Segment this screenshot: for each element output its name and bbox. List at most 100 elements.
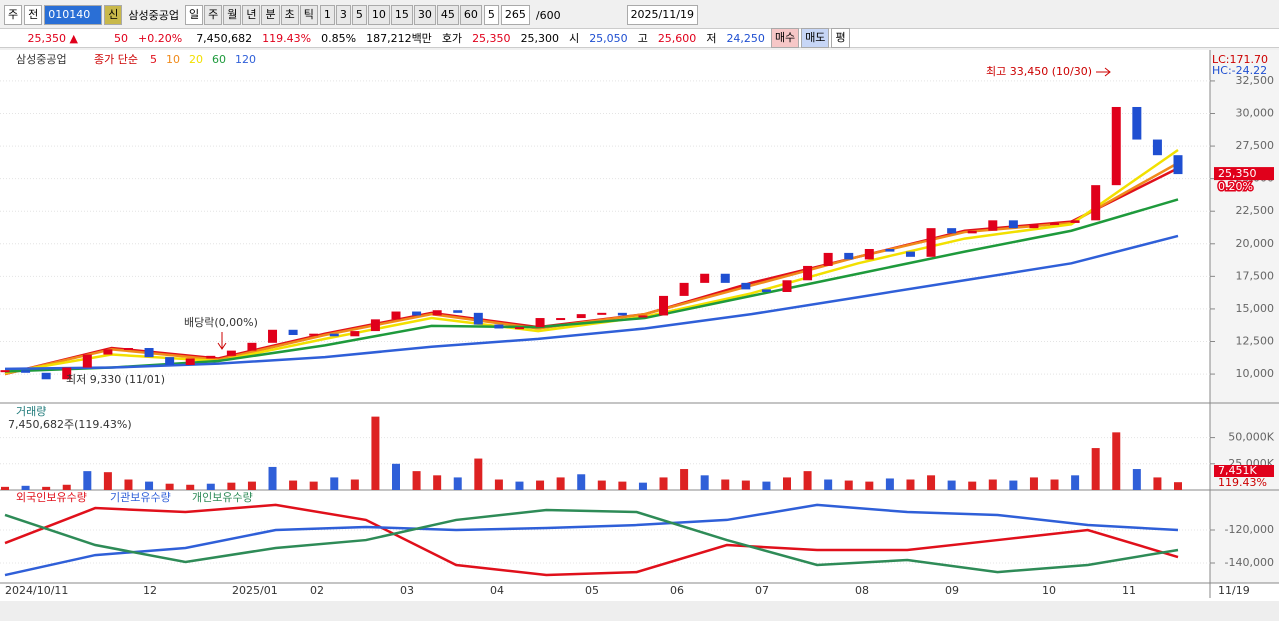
- tag[interactable]: 신: [104, 5, 123, 25]
- candle: [700, 273, 710, 283]
- legend-title: 종가 단순: [94, 53, 138, 66]
- interval[interactable]: 월: [223, 5, 242, 25]
- vol-rate: 119.43%: [1218, 476, 1267, 489]
- sell[interactable]: 매도: [801, 28, 830, 48]
- candle: [1029, 224, 1039, 229]
- minute[interactable]: 1: [319, 5, 335, 25]
- volume-bar: [206, 483, 215, 490]
- candle: [638, 315, 648, 318]
- line: [4, 508, 1179, 574]
- volume-bar: [1153, 477, 1162, 490]
- minute[interactable]: 45: [436, 5, 459, 25]
- bars[interactable]: 265: [500, 5, 530, 25]
- annotation: 배당락(0,00%): [184, 316, 258, 329]
- panel-subtitle: 7,450,682주(119.43%): [8, 418, 132, 431]
- volume-bar: [453, 477, 462, 490]
- date[interactable]: 2025/11/19: [626, 5, 698, 25]
- line: [4, 198, 1179, 373]
- avg[interactable]: 평: [831, 28, 850, 48]
- legend-entry: 5: [150, 53, 157, 66]
- y-tick-label: 10,000: [1236, 367, 1275, 380]
- volume-bar: [906, 479, 915, 490]
- arrow: [217, 332, 227, 350]
- candle: [967, 230, 977, 234]
- volume-bar: [680, 469, 689, 490]
- volume-bar: [371, 416, 380, 490]
- volume-bar: [103, 472, 112, 490]
- annotation: 최저 9,330 (11/01): [66, 373, 165, 386]
- vol-rate: 119.43%: [262, 31, 312, 45]
- candle: [535, 318, 545, 328]
- volume-bar: [1029, 477, 1038, 490]
- minute[interactable]: 60: [459, 5, 482, 25]
- candle: [1070, 220, 1080, 223]
- scrollbar[interactable]: [0, 601, 1279, 621]
- y-tick-label: 12,500: [1236, 335, 1275, 348]
- candle: [21, 370, 31, 373]
- open-label: 시: [569, 32, 580, 45]
- minute[interactable]: 15: [390, 5, 413, 25]
- code[interactable]: 010140: [44, 5, 103, 25]
- volume-bar: [762, 481, 771, 490]
- vol-label: 7,451K: [1218, 464, 1257, 477]
- prev[interactable]: 전: [24, 5, 43, 25]
- volume-bar: [227, 482, 236, 490]
- candle: [679, 282, 689, 296]
- count[interactable]: 5: [483, 5, 499, 25]
- candle: [1111, 106, 1121, 186]
- high-label: 고: [637, 32, 648, 45]
- candle: [514, 327, 524, 330]
- volume-bar: [1132, 469, 1141, 490]
- interval[interactable]: 주: [204, 5, 223, 25]
- volume-bar: [700, 475, 709, 490]
- high: 25,600: [657, 31, 697, 45]
- candle: [1173, 155, 1183, 175]
- x-tick-label: 2024/10/11: [5, 584, 68, 597]
- interval[interactable]: 틱: [299, 5, 318, 25]
- y-tick-label: 22,500: [1236, 204, 1275, 217]
- panel-title: 거래량: [16, 405, 46, 418]
- x-tick-label: 12: [143, 584, 157, 597]
- interval[interactable]: 일: [184, 5, 204, 25]
- minute[interactable]: 10: [367, 5, 390, 25]
- candle: [206, 355, 216, 359]
- price-label: 25,350: [1218, 167, 1257, 180]
- candle: [165, 357, 175, 365]
- axis-bg: [1210, 50, 1279, 583]
- volume-bar: [988, 479, 997, 490]
- arrow: [1096, 67, 1111, 77]
- quote: 호가: [441, 32, 463, 45]
- volume-bar: [1, 486, 9, 490]
- candle: [123, 348, 133, 351]
- legend-entry: 60: [212, 53, 226, 66]
- volume-bar: [638, 482, 647, 490]
- volume-bar: [62, 484, 71, 490]
- period[interactable]: 주: [4, 5, 23, 25]
- volume-bar: [1009, 480, 1018, 490]
- line: [4, 503, 1179, 577]
- minute[interactable]: 3: [335, 5, 351, 25]
- candle: [370, 319, 380, 332]
- change-label: 0.20%: [1218, 180, 1253, 193]
- x-tick-label: 02: [310, 584, 324, 597]
- minute[interactable]: 30: [413, 5, 436, 25]
- interval[interactable]: 년: [242, 5, 261, 25]
- candle: [1050, 222, 1060, 225]
- candle: [823, 252, 833, 266]
- y-tick-label: 17,500: [1236, 269, 1275, 282]
- y-tick-label: 32,500: [1236, 74, 1275, 87]
- x-tick-label: 09: [945, 584, 959, 597]
- candle: [247, 342, 257, 351]
- interval[interactable]: 분: [261, 5, 280, 25]
- open: 25,050: [589, 31, 628, 45]
- volume-bar: [165, 483, 174, 490]
- buy[interactable]: 매수: [770, 28, 800, 48]
- volume-bar: [1091, 448, 1100, 490]
- volume-bar: [494, 479, 503, 490]
- minute[interactable]: 5: [351, 5, 367, 25]
- interval[interactable]: 초: [280, 5, 299, 25]
- bid: 25,300: [520, 31, 560, 45]
- volume-bar: [783, 477, 791, 490]
- legend-entry: 기관보유수량: [110, 491, 171, 504]
